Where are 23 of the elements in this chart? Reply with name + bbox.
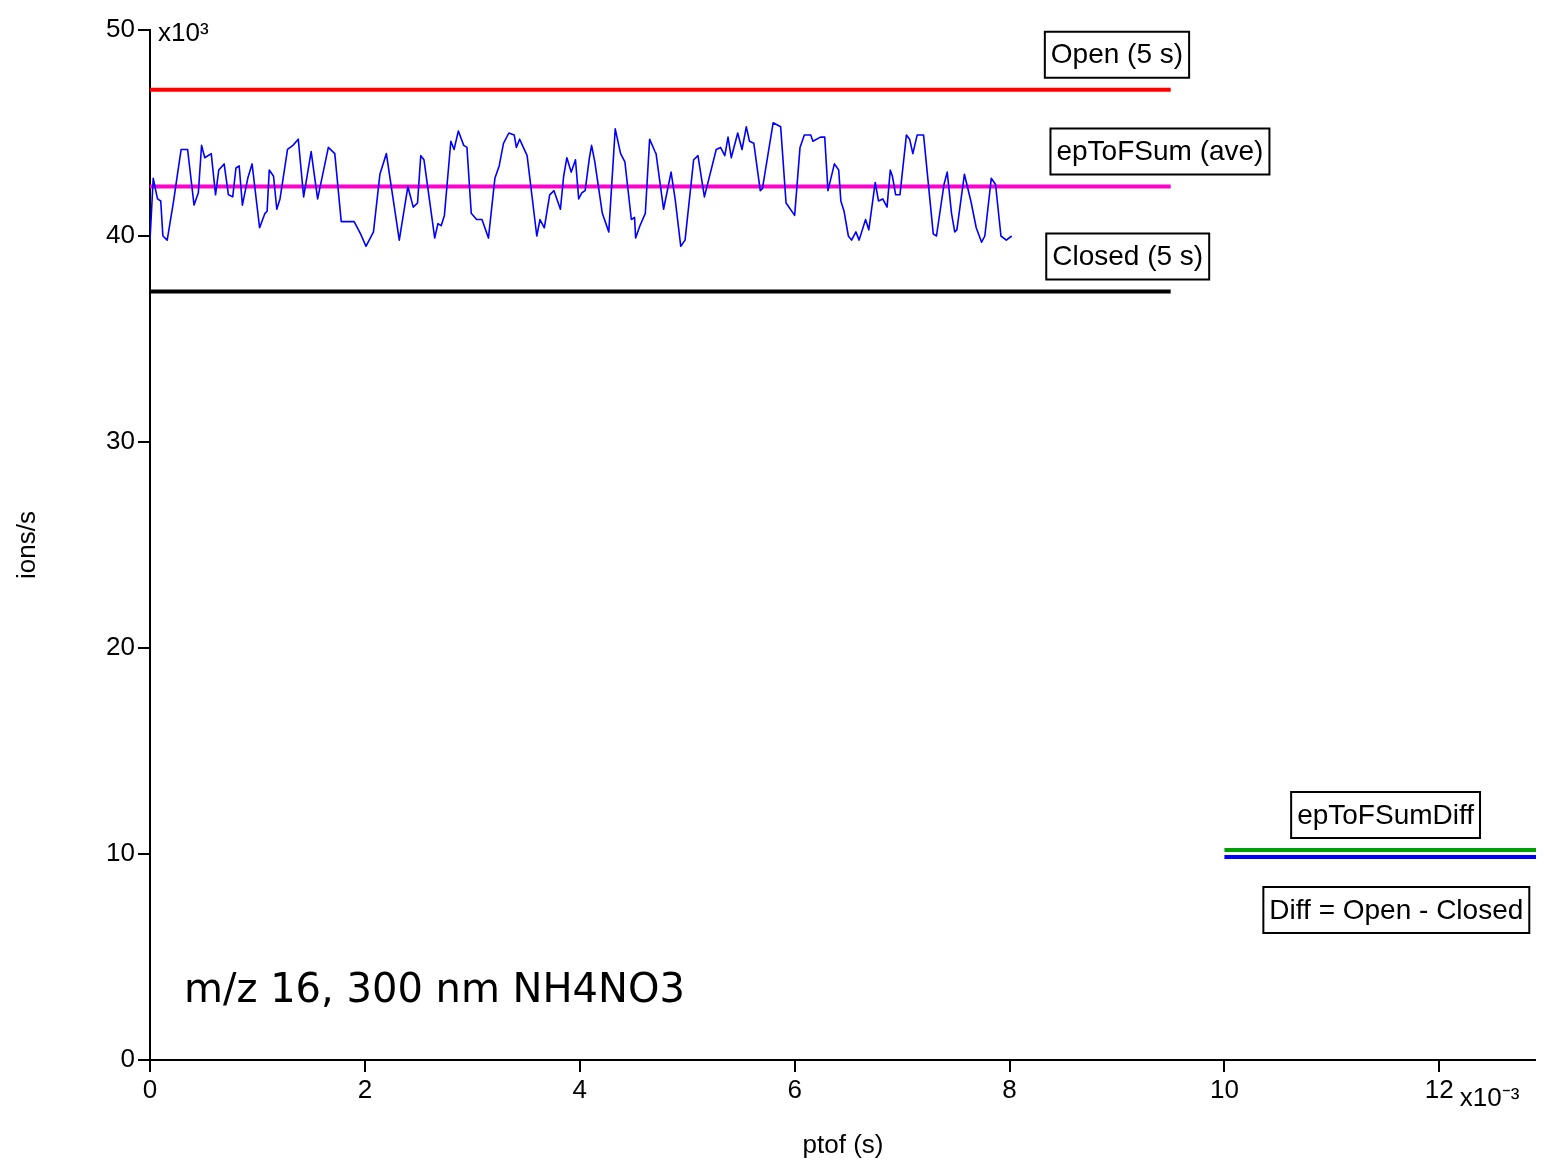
x-tick-label: 12 xyxy=(1424,1073,1454,1104)
annotation: epToFSum (ave) xyxy=(1056,135,1264,167)
annotation: x10³ xyxy=(158,17,209,48)
x-tick-label: 0 xyxy=(142,1073,158,1104)
x-tick-label: 8 xyxy=(1002,1073,1017,1104)
y-axis-title: ions/s xyxy=(10,511,41,579)
y-tick-label: 10 xyxy=(106,837,135,868)
annotation: Diff = Open - Closed xyxy=(1269,893,1524,925)
text: x10⁻³ xyxy=(1459,1082,1520,1113)
annotation: Closed (5 s) xyxy=(1052,240,1204,272)
y-tick-label: 20 xyxy=(106,631,135,662)
annotation: m/z 16, 300 nm NH4NO3 xyxy=(184,965,685,1011)
y-tick-label: 0 xyxy=(120,1043,135,1074)
y-tick-label: 50 xyxy=(106,13,135,44)
annotation: Open (5 s) xyxy=(1050,38,1184,70)
annotation: epToFSumDiff xyxy=(1297,798,1475,830)
x-tick-label: 6 xyxy=(787,1073,802,1104)
x-tick-label: 2 xyxy=(357,1073,373,1104)
y-tick-label: 30 xyxy=(106,425,135,456)
x-axis-title: ptof (s) xyxy=(802,1128,884,1159)
x-tick-label: 4 xyxy=(572,1073,587,1104)
x-tick-label: 10 xyxy=(1209,1073,1239,1104)
y-tick-label: 40 xyxy=(106,219,135,250)
